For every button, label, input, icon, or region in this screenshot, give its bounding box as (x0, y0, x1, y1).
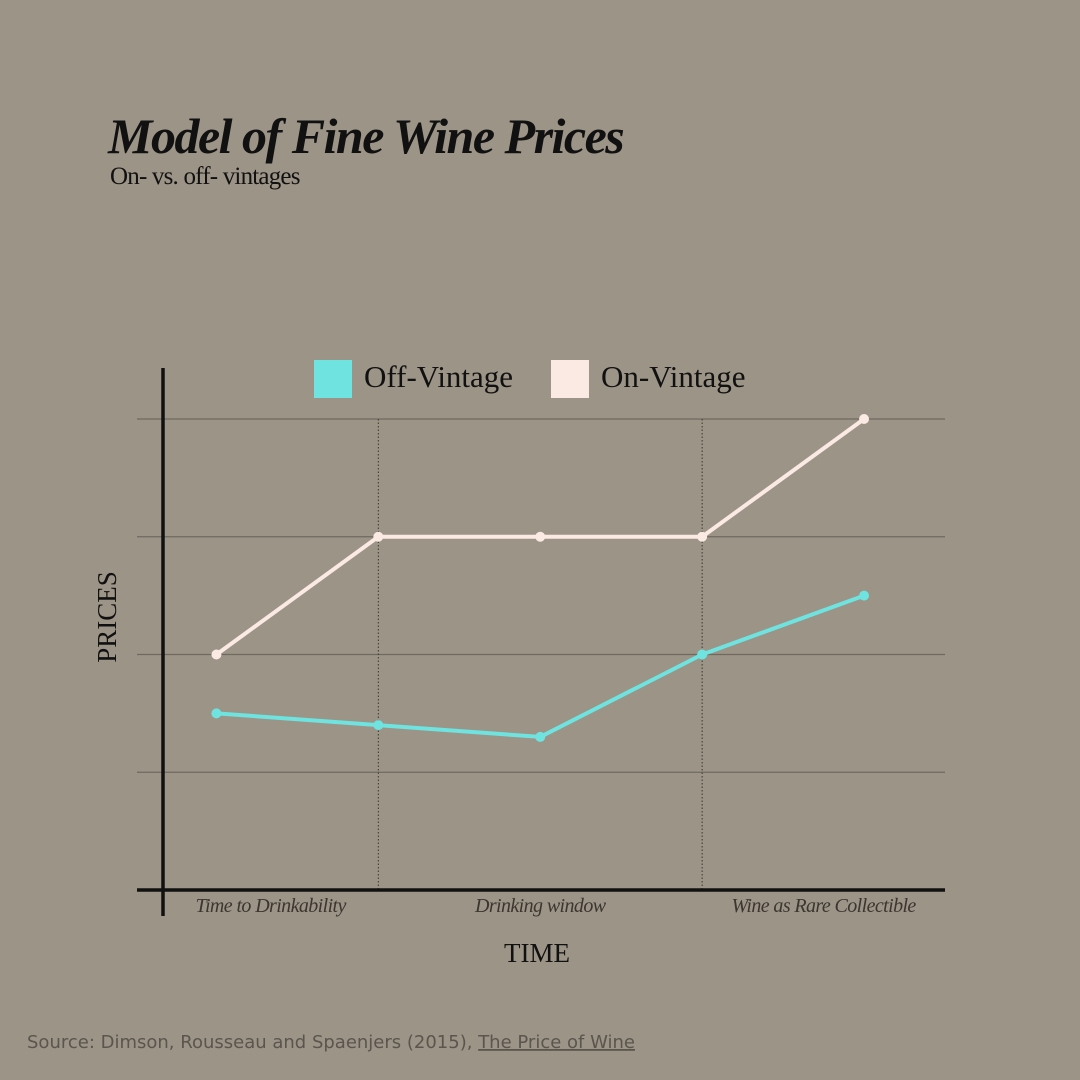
legend-label: On-Vintage (601, 359, 745, 394)
legend-label: Off-Vintage (364, 359, 513, 394)
data-point (697, 649, 708, 660)
phase-label: Drinking window (474, 895, 607, 917)
data-point (697, 531, 708, 542)
data-point (211, 649, 222, 660)
legend-swatch (551, 360, 589, 398)
phase-label: Time to Drinkability (196, 895, 347, 917)
y-axis-label: PRICES (92, 571, 122, 663)
source: Source: Dimson, Rousseau and Spaenjers (… (27, 1032, 635, 1053)
data-point (373, 531, 384, 542)
legend-swatch (314, 360, 352, 398)
source-link[interactable]: The Price of Wine (477, 1032, 635, 1053)
data-point (211, 708, 222, 719)
data-point (859, 590, 870, 601)
data-point (535, 731, 546, 742)
source-text: Source: Dimson, Rousseau and Spaenjers (… (27, 1032, 478, 1053)
chart-title: Model of Fine Wine Prices (107, 108, 623, 164)
data-point (373, 720, 384, 731)
chart-subtitle: On- vs. off- vintages (110, 163, 300, 190)
x-axis-label: TIME (504, 938, 570, 968)
data-point (535, 531, 546, 542)
phase-label: Wine as Rare Collectible (731, 895, 916, 917)
data-point (859, 414, 870, 424)
